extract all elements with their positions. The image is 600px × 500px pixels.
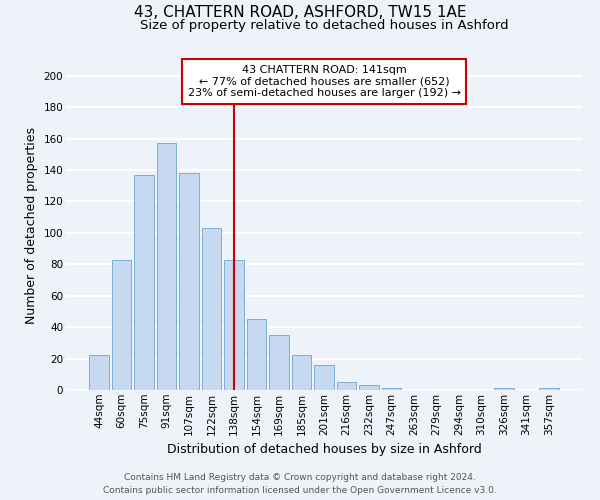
Bar [112, 260, 131, 390]
Bar [382, 388, 401, 390]
Bar [179, 173, 199, 390]
Text: 43 CHATTERN ROAD: 141sqm
← 77% of detached houses are smaller (652)
23% of semi-: 43 CHATTERN ROAD: 141sqm ← 77% of detach… [187, 65, 461, 98]
Bar [202, 228, 221, 390]
Bar [494, 388, 514, 390]
Bar [134, 174, 154, 390]
Title: Size of property relative to detached houses in Ashford: Size of property relative to detached ho… [140, 20, 508, 32]
Bar [292, 356, 311, 390]
Bar [359, 386, 379, 390]
X-axis label: Distribution of detached houses by size in Ashford: Distribution of detached houses by size … [167, 443, 481, 456]
Text: 43, CHATTERN ROAD, ASHFORD, TW15 1AE: 43, CHATTERN ROAD, ASHFORD, TW15 1AE [134, 5, 466, 20]
Bar [224, 260, 244, 390]
Bar [539, 388, 559, 390]
Text: Contains HM Land Registry data © Crown copyright and database right 2024.
Contai: Contains HM Land Registry data © Crown c… [103, 474, 497, 495]
Bar [247, 320, 266, 390]
Bar [269, 335, 289, 390]
Bar [314, 365, 334, 390]
Bar [89, 356, 109, 390]
Bar [157, 144, 176, 390]
Y-axis label: Number of detached properties: Number of detached properties [25, 126, 38, 324]
Bar [337, 382, 356, 390]
